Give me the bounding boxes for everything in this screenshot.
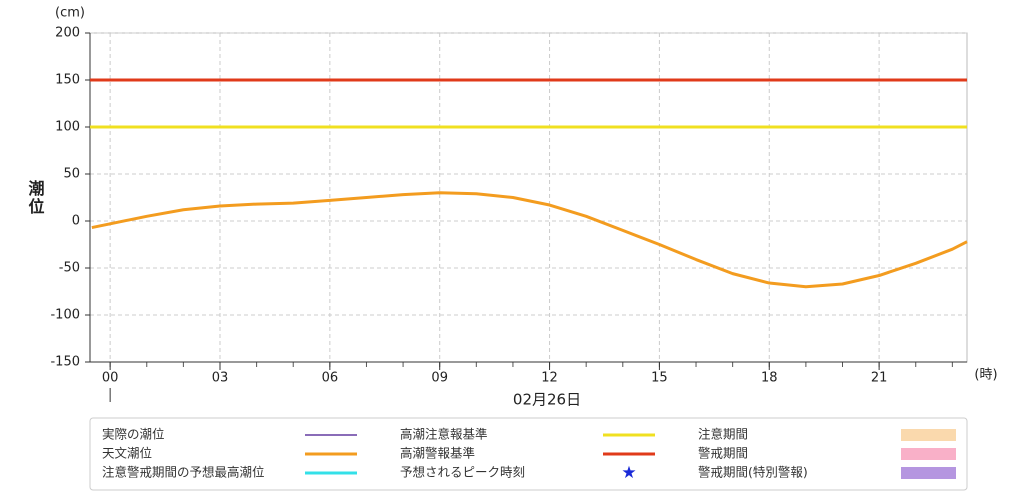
x-tick-label: 03 (212, 371, 229, 386)
y-tick-label: 200 (55, 26, 80, 41)
y-tick-label: -150 (50, 355, 80, 370)
legend-label: 警戒期間(特別警報) (698, 465, 808, 480)
x-tick-label: 12 (541, 371, 558, 386)
y-tick-label: -50 (59, 261, 80, 276)
plot-frame (89, 32, 968, 363)
y-axis-label: 潮位 (26, 179, 45, 216)
legend-label: 高潮注意報基準 (400, 427, 488, 442)
y-unit: (cm) (55, 6, 85, 21)
legend-swatch (901, 448, 956, 460)
legend-label: 注意期間 (698, 427, 748, 442)
legend-label: 注意警戒期間の予想最高潮位 (102, 465, 265, 480)
y-tick-label: 50 (63, 167, 80, 182)
x-tick-label: 18 (761, 371, 778, 386)
date-label: 02月26日 (513, 391, 581, 409)
x-tick-label: 09 (431, 371, 448, 386)
x-tick-label: 06 (322, 371, 339, 386)
legend-swatch: ★ (621, 463, 636, 483)
legend-label: 高潮警報基準 (400, 446, 475, 461)
legend-label: 警戒期間 (698, 446, 748, 461)
y-tick-label: 100 (55, 120, 80, 135)
x-tick-label: 00 (102, 371, 119, 386)
legend-label: 実際の潮位 (102, 427, 165, 442)
x-unit: (時) (974, 368, 997, 383)
legend-label: 予想されるピーク時刻 (400, 465, 525, 480)
y-tick-label: 150 (55, 73, 80, 88)
legend-swatch (901, 467, 956, 479)
y-tick-label: 0 (72, 214, 80, 229)
y-tick-label: -100 (50, 308, 80, 323)
legend-swatch (901, 429, 956, 441)
legend-label: 天文潮位 (102, 446, 152, 461)
x-tick-label: 21 (871, 371, 888, 386)
tide-line (91, 191, 968, 289)
x-tick-label: 15 (651, 371, 668, 386)
